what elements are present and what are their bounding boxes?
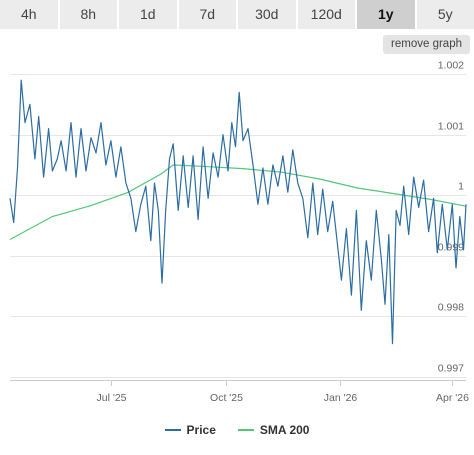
y-tick-label: 1.001 [438,121,464,133]
x-axis: Jul '25 Oct '25 Jan '26 Apr '26 [10,380,469,403]
series-line-sma-200 [9,164,467,241]
tab-30d[interactable]: 30d [238,0,298,29]
chart-series [9,79,467,345]
x-tick-label: Jan '26 [324,392,358,403]
remove-graph-button[interactable]: remove graph [383,35,470,54]
x-tick-label: Apr '26 [436,392,469,403]
x-tick-label: Oct '25 [210,392,243,403]
x-tick-label: Jul '25 [96,392,126,403]
y-axis: 0.997 0.998 0.999 1 1.001 1.002 [438,60,464,375]
tab-5y[interactable]: 5y [416,0,474,29]
tab-8h[interactable]: 8h [59,0,119,29]
chart-gridlines [10,74,466,378]
legend-item-price[interactable]: Price [164,423,216,437]
y-tick-label: 0.997 [438,363,464,375]
legend-swatch-price [164,429,181,431]
timeframe-tabs: 4h 8h 1d 7d 30d 120d 1y 5y [0,0,474,29]
legend-label-sma: SMA 200 [259,423,310,437]
tab-1y[interactable]: 1y [357,0,417,29]
legend-label-price: Price [186,423,216,437]
y-tick-label: 1.002 [438,60,464,72]
tab-7d[interactable]: 7d [178,0,238,29]
chart-legend: Price SMA 200 [0,420,474,440]
tab-4h[interactable]: 4h [0,0,60,29]
tab-120d[interactable]: 120d [297,0,357,29]
series-line-price [9,79,467,345]
tab-1d[interactable]: 1d [119,0,179,29]
legend-item-sma[interactable]: SMA 200 [237,423,310,437]
y-tick-label: 0.998 [438,302,464,314]
price-chart: Jul '25 Oct '25 Jan '26 Apr '26 0.9970.9980… [9,60,469,403]
legend-swatch-sma [237,429,254,431]
y-tick-label: 0.999 [438,242,464,254]
y-tick-label: 1 [458,181,464,193]
